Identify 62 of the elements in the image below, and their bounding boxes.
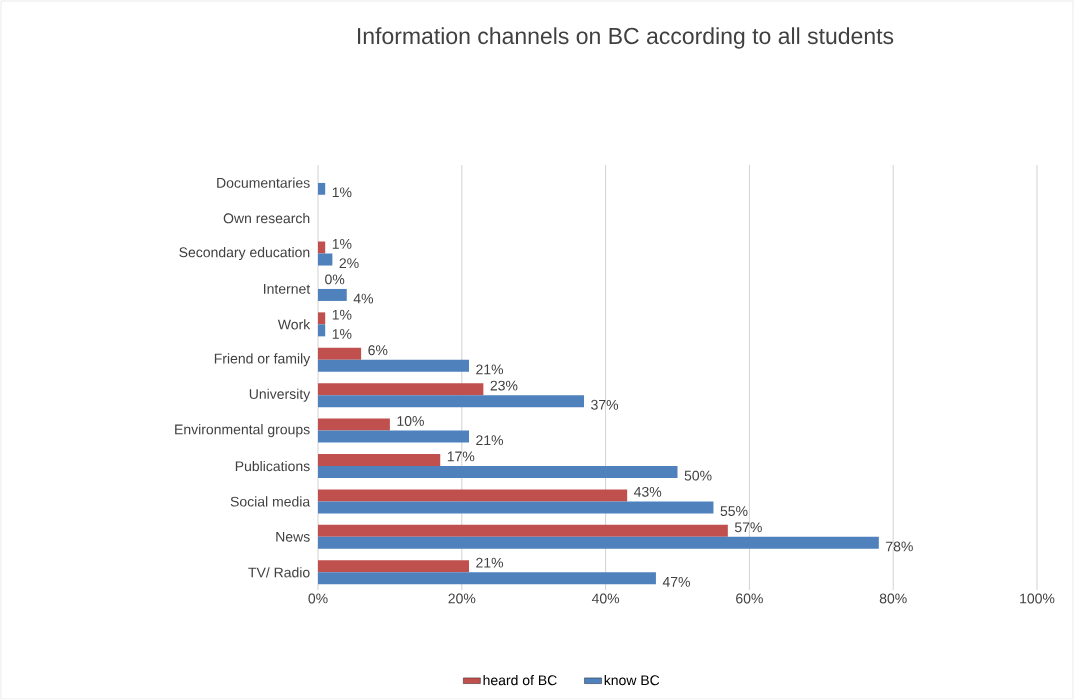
x-tick-label: 20% xyxy=(448,593,476,604)
data-label: 1% xyxy=(332,239,352,249)
data-label: 57% xyxy=(734,522,762,533)
y-tick-label: Internet xyxy=(264,284,311,294)
bar xyxy=(318,501,714,514)
bar xyxy=(318,324,326,337)
data-label: 21% xyxy=(476,557,504,568)
x-tick-label: 40% xyxy=(591,593,620,604)
y-tick-label: News xyxy=(276,531,310,542)
bar xyxy=(318,572,656,585)
bar xyxy=(318,182,326,195)
bar xyxy=(318,489,628,502)
x-tick-label: 80% xyxy=(879,593,907,604)
x-tick-label: 0% xyxy=(308,593,328,604)
data-label: 1% xyxy=(332,309,352,320)
data-label: 55% xyxy=(720,506,748,516)
bar xyxy=(318,288,347,301)
data-label: 21% xyxy=(476,364,504,375)
bar xyxy=(318,383,484,396)
y-tick-label: Social media xyxy=(230,496,311,507)
y-tick-label: TV/ Radio xyxy=(248,567,310,578)
data-label: 37% xyxy=(591,399,619,410)
y-tick-label: Documentaries xyxy=(217,177,310,188)
data-label: 21% xyxy=(476,435,504,446)
bar xyxy=(318,359,469,372)
data-label: 0% xyxy=(325,274,345,285)
y-tick-label: University xyxy=(249,388,311,402)
bar xyxy=(318,454,441,467)
bar xyxy=(318,430,469,443)
x-tick-label: 60% xyxy=(736,593,763,604)
bar xyxy=(318,524,728,537)
data-label: 43% xyxy=(634,486,662,497)
data-label: 23% xyxy=(490,380,518,391)
data-label: 10% xyxy=(397,416,424,426)
data-label: 78% xyxy=(886,541,913,552)
bar xyxy=(318,395,585,408)
y-tick-label: Own research xyxy=(223,212,310,224)
y-tick-label: Friend or family xyxy=(214,353,311,367)
chart-title: Information channels on BC according to all students xyxy=(358,27,894,49)
x-tick-label: 100% xyxy=(1020,593,1055,604)
data-label: 6% xyxy=(368,345,388,356)
y-tick-label: Work xyxy=(277,319,311,330)
y-tick-label: Environmental groups xyxy=(175,424,310,438)
data-label: 4% xyxy=(353,293,374,304)
data-label: 1% xyxy=(332,187,352,198)
data-label: 2% xyxy=(339,258,359,269)
bar xyxy=(318,466,678,479)
bar xyxy=(318,418,390,431)
bar xyxy=(318,560,469,573)
data-label: 1% xyxy=(332,329,352,339)
bar xyxy=(318,241,326,254)
data-label: 47% xyxy=(662,576,690,587)
y-tick-label: Publications xyxy=(235,460,310,472)
legend-label: know BC xyxy=(604,674,660,686)
bar xyxy=(318,347,362,360)
data-label: 17% xyxy=(447,451,475,462)
y-tick-label: Secondary education xyxy=(179,247,310,261)
data-label: 50% xyxy=(684,470,712,481)
legend-label: heard of BC xyxy=(483,674,557,686)
bar xyxy=(318,253,333,266)
bar xyxy=(318,312,326,325)
bar xyxy=(318,536,879,549)
